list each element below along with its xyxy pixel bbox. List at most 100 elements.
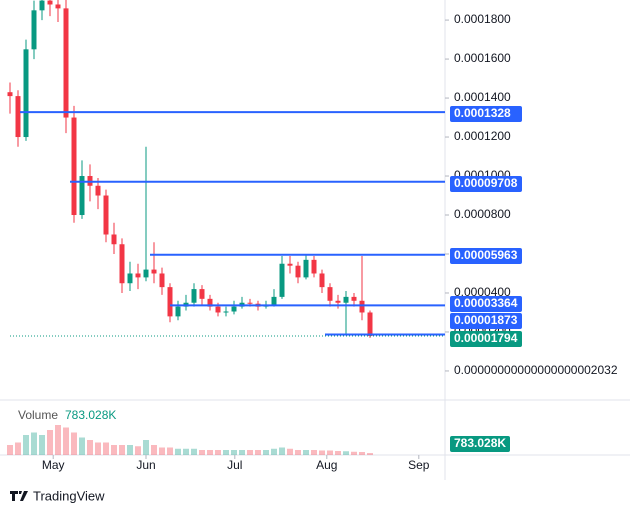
candle-body (151, 269, 157, 274)
candle-body (175, 306, 181, 317)
level-label: 0.00003364 (454, 296, 518, 310)
volume-bar (127, 445, 133, 455)
candle-body (159, 273, 165, 288)
y-tick-label: 0.0001600 (454, 51, 511, 65)
last-price-bg (450, 331, 522, 347)
volume-bar (351, 451, 357, 455)
volume-bar (335, 451, 341, 455)
y-tick-label: 0.0001200 (454, 129, 511, 143)
volume-bar (207, 450, 213, 455)
volume-bar (151, 445, 157, 455)
volume-bar (39, 435, 45, 455)
candle-body (215, 306, 221, 313)
x-tick-label: Jul (227, 458, 242, 472)
level-label-bg (450, 106, 522, 122)
candle-body (143, 269, 149, 278)
y-tick-label: 0.0000800 (454, 207, 511, 221)
level-label: 0.00001873 (454, 313, 518, 327)
volume-legend-value: 783.028K (65, 408, 116, 422)
candle-body (39, 0, 45, 11)
candle-body (247, 302, 253, 304)
x-tick-label: May (42, 458, 65, 472)
volume-bar (343, 451, 349, 455)
volume-bar (135, 446, 141, 455)
volume-label-bg (450, 436, 510, 452)
candle-body (71, 117, 77, 216)
volume-bar (15, 442, 21, 455)
candle-body (119, 244, 125, 284)
candle-body (303, 259, 309, 278)
volume-bar (55, 425, 61, 455)
candle-body (111, 234, 117, 245)
volume-bar (319, 450, 325, 455)
candle-body (351, 296, 357, 301)
volume-bar (167, 447, 173, 455)
candle-body (367, 312, 373, 336)
candle-body (191, 289, 197, 303)
level-label-bg (450, 296, 522, 312)
candle-body (95, 185, 101, 196)
volume-bar (311, 450, 317, 455)
level-label-bg (450, 248, 522, 264)
x-tick-label: Aug (316, 458, 337, 472)
y-tick-label: 0.00000000000000000002032 (454, 363, 618, 377)
candle-body (319, 273, 325, 288)
volume-legend: Volume (18, 408, 58, 422)
volume-bar (215, 450, 221, 455)
candle-body (103, 195, 109, 235)
volume-bar (287, 448, 293, 455)
volume-bar (79, 437, 85, 455)
candle-body (311, 259, 317, 274)
candle-body (15, 96, 21, 138)
volume-bar (47, 430, 53, 455)
candle-body (127, 273, 133, 284)
volume-bar (327, 450, 333, 455)
volume-bar (143, 440, 149, 455)
volume-bar (95, 442, 101, 455)
y-tick-label: 0.0001400 (454, 90, 511, 104)
last-price-label: 0.00001794 (454, 331, 518, 345)
candle-body (335, 300, 341, 303)
candle-body (7, 92, 13, 97)
volume-bar (191, 448, 197, 455)
volume-bar (183, 448, 189, 455)
candle-body (55, 4, 61, 9)
volume-bar (247, 450, 253, 455)
candle-body (295, 265, 301, 278)
volume-axis-label: 783.028K (454, 436, 506, 450)
candle-body (279, 263, 285, 297)
volume-bar (271, 448, 277, 455)
watermark: TradingView (33, 488, 105, 503)
level-label: 0.00005963 (454, 248, 518, 262)
volume-bar (303, 450, 309, 455)
candle-body (199, 289, 205, 299)
candle-body (271, 296, 277, 305)
volume-bar (359, 452, 365, 455)
level-label-bg (450, 313, 522, 329)
x-tick-label: Jun (136, 458, 155, 472)
volume-bar (263, 450, 269, 455)
level-label: 0.00009708 (454, 176, 518, 190)
volume-bar (367, 453, 373, 455)
candle-body (63, 8, 69, 118)
y-tick-label: 0.0001800 (454, 12, 511, 26)
volume-bar (239, 450, 245, 455)
volume-bar (71, 432, 77, 455)
volume-bar (103, 442, 109, 455)
volume-bar (119, 445, 125, 455)
volume-bar (111, 445, 117, 455)
volume-bar (295, 450, 301, 455)
candle-body (207, 298, 213, 307)
volume-bar (7, 445, 13, 455)
level-label: 0.0001328 (454, 106, 511, 120)
logo-mark (10, 491, 28, 501)
candle-body (31, 10, 37, 50)
logo (10, 491, 28, 501)
volume-bar (87, 440, 93, 455)
candle-body (287, 263, 293, 266)
y-tick-label: 0.0000400 (454, 285, 511, 299)
volume-bar (31, 432, 37, 455)
volume-bar (23, 435, 29, 455)
candle-body (47, 0, 53, 5)
